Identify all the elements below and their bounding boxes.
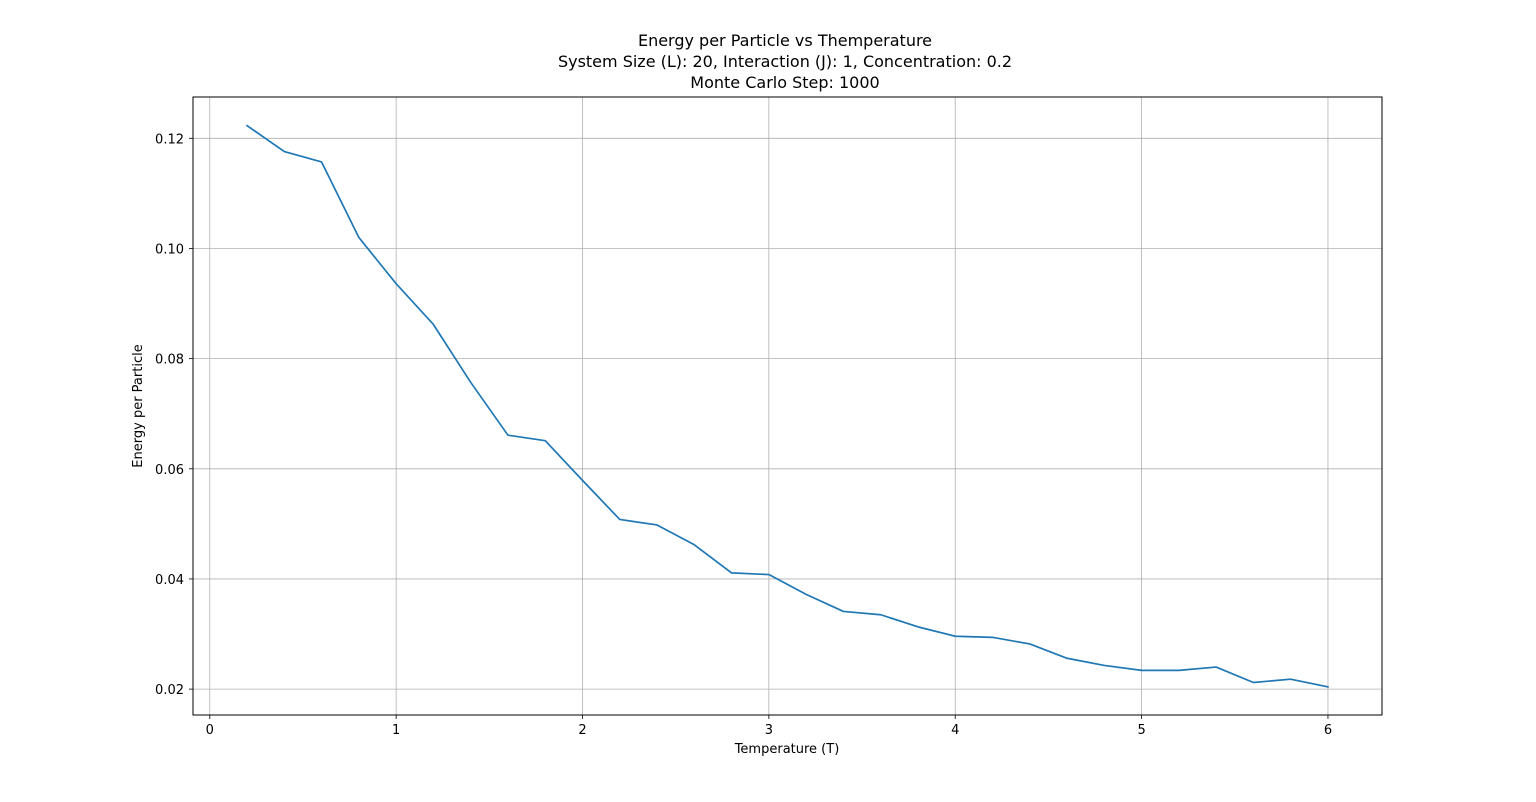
y-axis-label: Energy per Particle: [131, 344, 146, 467]
x-tick-label: 3: [765, 723, 773, 738]
y-tick-label: 0.12: [155, 132, 184, 147]
y-tick-label: 0.02: [155, 683, 184, 698]
y-tick-label: 0.10: [155, 242, 184, 257]
x-tick-label: 6: [1324, 723, 1332, 738]
grid: [193, 97, 1382, 715]
x-tick-label: 4: [951, 723, 959, 738]
x-tick-label: 1: [392, 723, 400, 738]
x-tick-label: 0: [206, 723, 214, 738]
plot-frame: [192, 96, 1383, 716]
y-tick-label: 0.06: [155, 463, 184, 478]
x-tick-label: 2: [578, 723, 586, 738]
x-tick-label: 5: [1137, 723, 1145, 738]
chart-subtitle-line-1: System Size (L): 20, Interaction (J): 1,…: [558, 52, 1012, 71]
series-line: [245, 124, 1329, 688]
chart-title: Energy per Particle vs Themperature: [638, 31, 932, 50]
axis-ticks: 0 1 2 3 4 5 6 0.02 0.04 0.06 0.08 0.10 0.12: [155, 132, 1332, 738]
x-axis-label: Temperature (T): [734, 742, 840, 757]
y-tick-label: 0.08: [155, 353, 184, 368]
series-layer: [245, 124, 1329, 688]
chart-subtitle-line-2: Monte Carlo Step: 1000: [690, 73, 879, 92]
y-tick-label: 0.04: [155, 573, 184, 588]
